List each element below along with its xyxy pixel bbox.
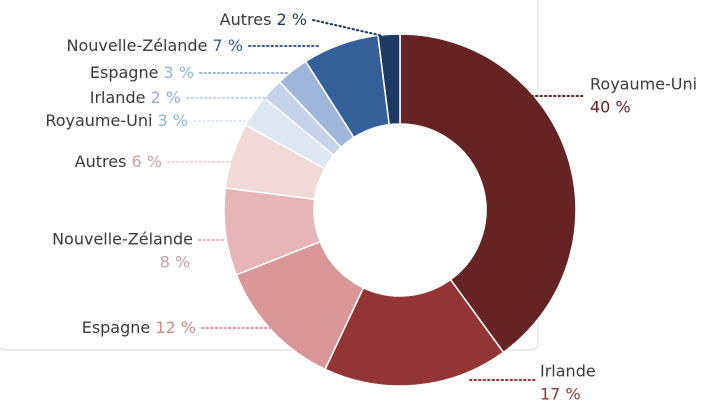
value-label: 2 % [151, 88, 181, 107]
segment-label: Autres [75, 152, 127, 171]
segment-label: Espagne [82, 318, 151, 337]
segment-label: Irlande [540, 362, 596, 381]
value-label: 8 % [160, 253, 190, 272]
donut-segment [399, 33, 577, 354]
value-label: 7 % [213, 36, 243, 55]
segment-label: Nouvelle-Zélande [67, 36, 208, 55]
segment-label: Royaume-Uni [45, 111, 152, 130]
segment-label: Espagne [90, 63, 159, 82]
segment-label: Irlande [90, 88, 146, 107]
segment-label-group: Autres 6 % [75, 152, 162, 171]
segment-label-group: Irlande 2 % [90, 88, 181, 107]
segment-label: Royaume-Uni [590, 75, 697, 94]
segment-label-group: Espagne 12 % [82, 318, 196, 337]
value-label: 3 % [164, 63, 194, 82]
value-label: 6 % [132, 152, 162, 171]
value-label: 2 % [277, 10, 307, 29]
segment-label-group: Autres 2 % [220, 10, 307, 29]
leader-line [312, 19, 384, 37]
segment-label: Autres [220, 10, 272, 29]
value-label: 3 % [158, 111, 188, 130]
value-label: 17 % [540, 385, 581, 403]
segment-label-group: Espagne 3 % [90, 63, 194, 82]
donut-segment [377, 33, 401, 126]
value-label: 40 % [590, 98, 631, 117]
value-label: 12 % [155, 318, 196, 337]
segment-label: Nouvelle-Zélande [52, 230, 193, 249]
donut-segment [324, 278, 505, 387]
segment-label-group: Nouvelle-Zélande 7 % [67, 36, 243, 55]
segment-label-group: Royaume-Uni 3 % [45, 111, 188, 130]
